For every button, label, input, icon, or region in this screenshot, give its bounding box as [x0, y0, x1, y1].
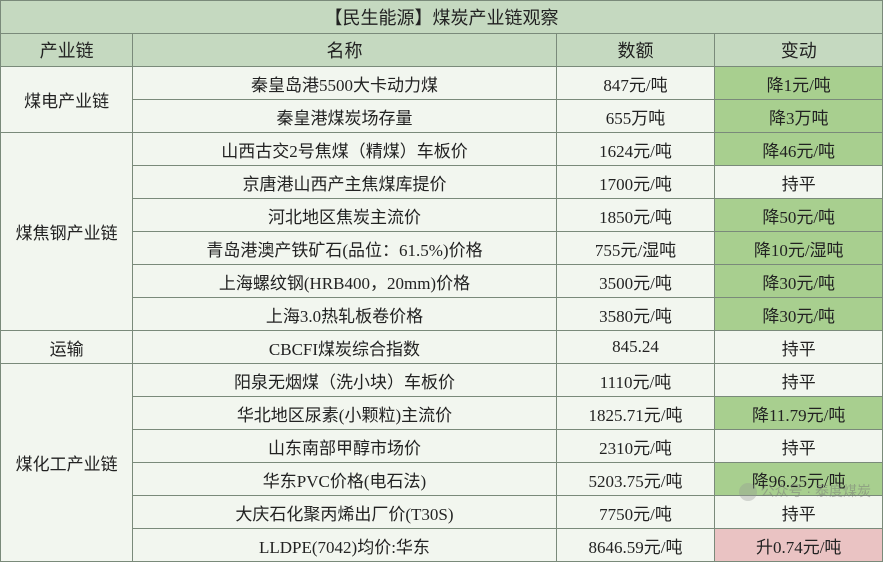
name-cell: 河北地区焦炭主流价 [133, 199, 556, 232]
name-cell: 秦皇港煤炭场存量 [133, 100, 556, 133]
name-cell: 上海3.0热轧板卷价格 [133, 298, 556, 331]
change-cell: 持平 [715, 496, 883, 529]
value-cell: 1700元/吨 [556, 166, 715, 199]
change-cell: 降50元/吨 [715, 199, 883, 232]
column-header: 产业链 [1, 34, 133, 67]
coal-industry-table: 【民生能源】煤炭产业链观察产业链名称数额变动煤电产业链秦皇岛港5500大卡动力煤… [0, 0, 883, 562]
name-cell: LLDPE(7042)均价:华东 [133, 529, 556, 562]
value-cell: 5203.75元/吨 [556, 463, 715, 496]
name-cell: CBCFI煤炭综合指数 [133, 331, 556, 364]
name-cell: 山西古交2号焦煤（精煤）车板价 [133, 133, 556, 166]
column-header: 名称 [133, 34, 556, 67]
change-cell: 降46元/吨 [715, 133, 883, 166]
value-cell: 845.24 [556, 331, 715, 364]
change-cell: 升0.74元/吨 [715, 529, 883, 562]
name-cell: 阳泉无烟煤（洗小块）车板价 [133, 364, 556, 397]
value-cell: 847元/吨 [556, 67, 715, 100]
chain-cell: 煤焦钢产业链 [1, 133, 133, 331]
name-cell: 山东南部甲醇市场价 [133, 430, 556, 463]
name-cell: 青岛港澳产铁矿石(品位：61.5%)价格 [133, 232, 556, 265]
value-cell: 8646.59元/吨 [556, 529, 715, 562]
change-cell: 降11.79元/吨 [715, 397, 883, 430]
name-cell: 华北地区尿素(小颗粒)主流价 [133, 397, 556, 430]
table-title: 【民生能源】煤炭产业链观察 [1, 1, 883, 34]
value-cell: 1110元/吨 [556, 364, 715, 397]
value-cell: 1825.71元/吨 [556, 397, 715, 430]
name-cell: 华东PVC价格(电石法) [133, 463, 556, 496]
name-cell: 京唐港山西产主焦煤库提价 [133, 166, 556, 199]
value-cell: 3500元/吨 [556, 265, 715, 298]
value-cell: 7750元/吨 [556, 496, 715, 529]
chain-cell: 煤电产业链 [1, 67, 133, 133]
change-cell: 降30元/吨 [715, 265, 883, 298]
table-container: 【民生能源】煤炭产业链观察产业链名称数额变动煤电产业链秦皇岛港5500大卡动力煤… [0, 0, 883, 529]
column-header: 变动 [715, 34, 883, 67]
name-cell: 上海螺纹钢(HRB400，20mm)价格 [133, 265, 556, 298]
column-header: 数额 [556, 34, 715, 67]
chain-cell: 运输 [1, 331, 133, 364]
name-cell: 大庆石化聚丙烯出厂价(T30S) [133, 496, 556, 529]
change-cell: 持平 [715, 364, 883, 397]
change-cell: 持平 [715, 166, 883, 199]
change-cell: 降3万吨 [715, 100, 883, 133]
change-cell: 降30元/吨 [715, 298, 883, 331]
value-cell: 655万吨 [556, 100, 715, 133]
change-cell: 降10元/湿吨 [715, 232, 883, 265]
chain-cell: 煤化工产业链 [1, 364, 133, 562]
value-cell: 1624元/吨 [556, 133, 715, 166]
name-cell: 秦皇岛港5500大卡动力煤 [133, 67, 556, 100]
value-cell: 3580元/吨 [556, 298, 715, 331]
change-cell: 持平 [715, 430, 883, 463]
change-cell: 降96.25元/吨 [715, 463, 883, 496]
change-cell: 持平 [715, 331, 883, 364]
value-cell: 1850元/吨 [556, 199, 715, 232]
value-cell: 755元/湿吨 [556, 232, 715, 265]
value-cell: 2310元/吨 [556, 430, 715, 463]
change-cell: 降1元/吨 [715, 67, 883, 100]
